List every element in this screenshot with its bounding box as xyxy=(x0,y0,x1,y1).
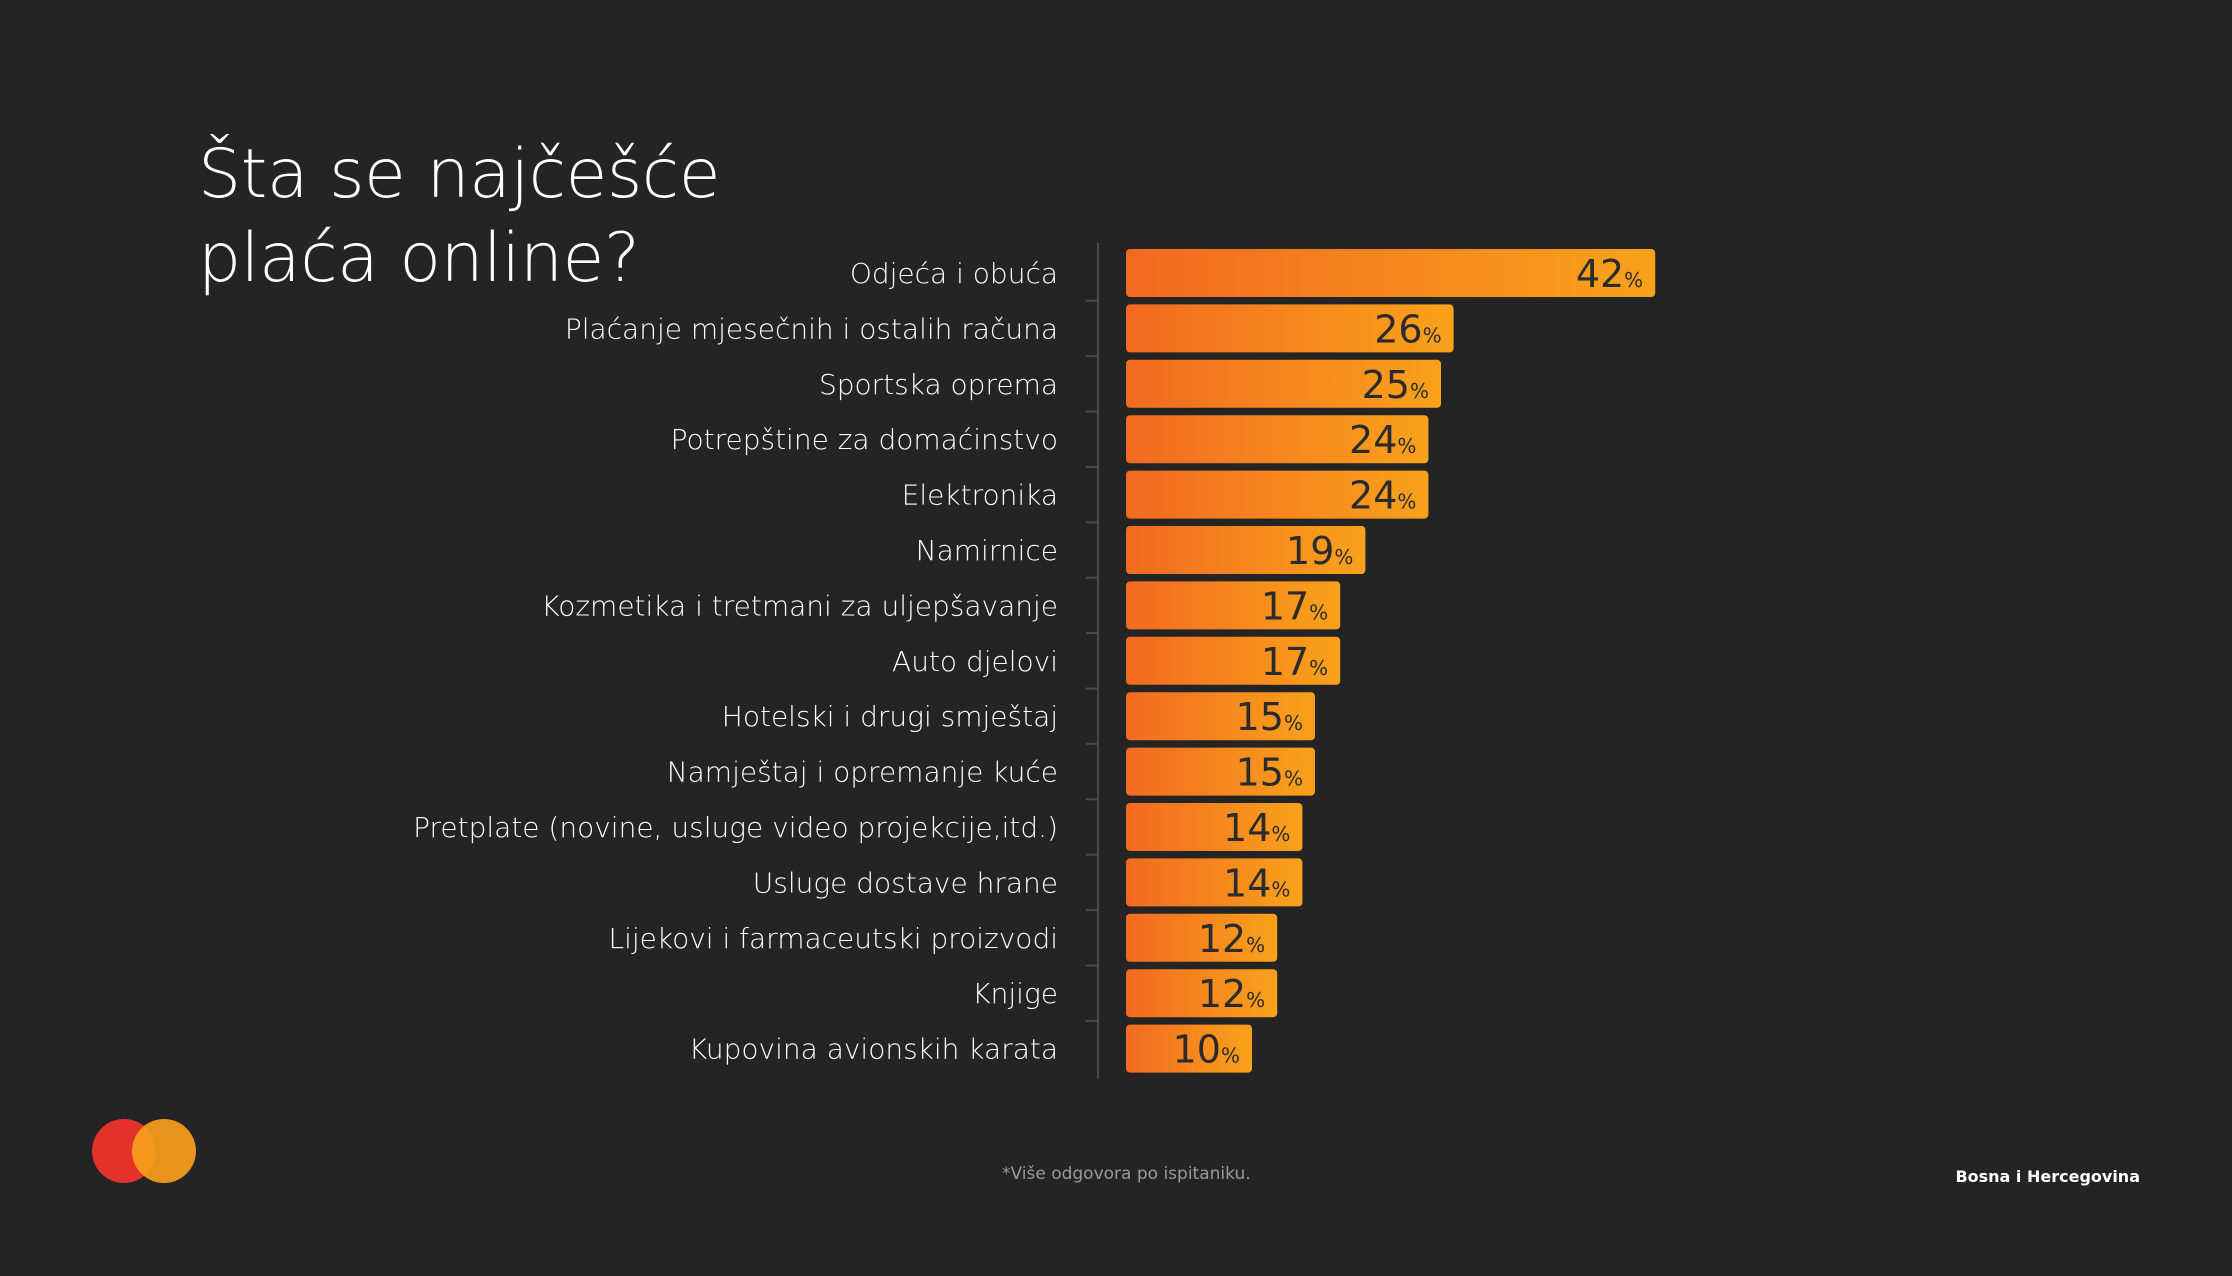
mastercard-logo-icon xyxy=(92,1119,196,1183)
value-label: 42% xyxy=(1576,252,1643,296)
category-label: Odjeća i obuća xyxy=(850,257,1058,290)
category-label: Pretplate (novine, usluge video projekci… xyxy=(413,811,1058,844)
value-label: 14% xyxy=(1223,861,1290,905)
bar xyxy=(1126,359,1441,408)
category-label: Lijekovi i farmaceutski proizvodi xyxy=(609,922,1059,955)
bar xyxy=(1126,249,1656,297)
category-label: Namirnice xyxy=(916,534,1058,567)
bar xyxy=(1126,692,1315,741)
category-label: Auto djelovi xyxy=(892,645,1058,678)
category-label: Kozmetika i tretmani za uljepšavanje xyxy=(541,589,1058,622)
bar xyxy=(1126,636,1341,685)
category-label: Hotelski i drugi smještaj xyxy=(722,700,1058,733)
footnote: *Više odgovora po ispitaniku. xyxy=(1002,1164,1251,1184)
bar xyxy=(1126,969,1278,1018)
category-label: Elektronika xyxy=(902,479,1058,512)
category-label: Namještaj i opremanje kuće xyxy=(667,756,1058,789)
title-line-2: plaća online? xyxy=(198,219,640,298)
value-label: 15% xyxy=(1236,751,1303,795)
category-label: Knjige xyxy=(972,977,1058,1010)
value-label: 17% xyxy=(1261,640,1328,684)
bar xyxy=(1126,304,1454,353)
value-label: 26% xyxy=(1374,307,1441,351)
bar xyxy=(1126,858,1303,907)
bar xyxy=(1126,1024,1252,1073)
value-label: 14% xyxy=(1223,806,1290,850)
bar xyxy=(1126,747,1315,796)
value-label: 17% xyxy=(1261,584,1328,628)
category-label: Potrepštine za domaćinstvo xyxy=(671,423,1058,456)
value-label: 12% xyxy=(1198,917,1265,961)
page-title: Šta se najčešće plaća online? xyxy=(198,133,721,301)
category-label: Sportska oprema xyxy=(819,368,1058,401)
title-line-1: Šta se najčešće xyxy=(198,135,721,214)
category-label: Kupovina avionskih karata xyxy=(689,1033,1058,1066)
category-label: Usluge dostave hrane xyxy=(753,866,1058,899)
value-label: 12% xyxy=(1198,972,1265,1016)
bar xyxy=(1126,803,1303,851)
category-label: Plaćanje mjesečnih i ostalih računa xyxy=(565,312,1058,345)
bar xyxy=(1126,581,1341,630)
bar xyxy=(1126,913,1278,962)
value-label: 25% xyxy=(1362,363,1429,407)
value-label: 15% xyxy=(1236,695,1303,739)
value-label: 24% xyxy=(1349,418,1416,462)
region-label: Bosna i Hercegovina xyxy=(1955,1167,2140,1186)
bar xyxy=(1126,526,1366,574)
bar xyxy=(1126,415,1429,464)
bar xyxy=(1126,470,1429,519)
value-label: 24% xyxy=(1349,474,1416,518)
value-label: 10% xyxy=(1173,1028,1240,1072)
value-label: 19% xyxy=(1286,529,1353,573)
